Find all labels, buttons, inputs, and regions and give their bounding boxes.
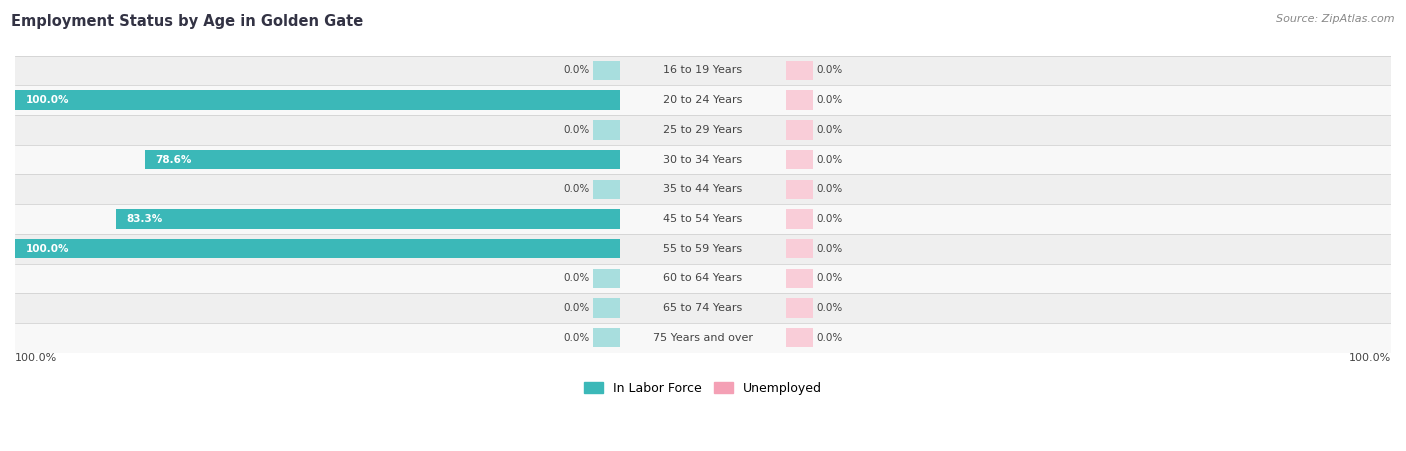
Text: 65 to 74 Years: 65 to 74 Years: [664, 303, 742, 313]
Text: 0.0%: 0.0%: [817, 184, 842, 194]
Text: 30 to 34 Years: 30 to 34 Years: [664, 155, 742, 165]
Text: Source: ZipAtlas.com: Source: ZipAtlas.com: [1277, 14, 1395, 23]
Text: Employment Status by Age in Golden Gate: Employment Status by Age in Golden Gate: [11, 14, 364, 28]
Bar: [15, 91, 620, 110]
Bar: [15, 85, 1391, 115]
Bar: [15, 145, 1391, 175]
Text: 75 Years and over: 75 Years and over: [652, 333, 754, 343]
Text: 55 to 59 Years: 55 to 59 Years: [664, 244, 742, 254]
Bar: [15, 234, 1391, 263]
Bar: [117, 209, 620, 229]
Text: 0.0%: 0.0%: [817, 65, 842, 75]
Bar: [145, 150, 620, 169]
Text: 0.0%: 0.0%: [817, 125, 842, 135]
Bar: [786, 269, 813, 288]
Bar: [593, 269, 620, 288]
Text: 0.0%: 0.0%: [817, 95, 842, 105]
Text: 0.0%: 0.0%: [564, 273, 589, 283]
Text: 78.6%: 78.6%: [155, 155, 191, 165]
Text: 0.0%: 0.0%: [817, 303, 842, 313]
Bar: [786, 209, 813, 229]
Text: 0.0%: 0.0%: [564, 125, 589, 135]
Text: 100.0%: 100.0%: [1348, 353, 1391, 363]
Text: 0.0%: 0.0%: [817, 214, 842, 224]
Bar: [786, 120, 813, 139]
Bar: [786, 91, 813, 110]
Bar: [15, 55, 1391, 85]
Bar: [786, 61, 813, 80]
Bar: [786, 299, 813, 318]
Bar: [786, 150, 813, 169]
Legend: In Labor Force, Unemployed: In Labor Force, Unemployed: [579, 377, 827, 400]
Text: 100.0%: 100.0%: [25, 95, 69, 105]
Text: 0.0%: 0.0%: [564, 333, 589, 343]
Text: 0.0%: 0.0%: [817, 155, 842, 165]
Bar: [15, 323, 1391, 353]
Bar: [15, 293, 1391, 323]
Bar: [15, 204, 1391, 234]
Bar: [786, 239, 813, 258]
Text: 100.0%: 100.0%: [15, 353, 58, 363]
Text: 0.0%: 0.0%: [564, 184, 589, 194]
Bar: [593, 179, 620, 199]
Bar: [593, 61, 620, 80]
Text: 25 to 29 Years: 25 to 29 Years: [664, 125, 742, 135]
Bar: [15, 115, 1391, 145]
Text: 83.3%: 83.3%: [127, 214, 163, 224]
Text: 100.0%: 100.0%: [25, 244, 69, 254]
Text: 0.0%: 0.0%: [817, 333, 842, 343]
Bar: [786, 179, 813, 199]
Bar: [593, 299, 620, 318]
Text: 35 to 44 Years: 35 to 44 Years: [664, 184, 742, 194]
Text: 60 to 64 Years: 60 to 64 Years: [664, 273, 742, 283]
Text: 0.0%: 0.0%: [817, 244, 842, 254]
Bar: [593, 328, 620, 347]
Bar: [15, 239, 620, 258]
Bar: [15, 263, 1391, 293]
Bar: [593, 120, 620, 139]
Text: 0.0%: 0.0%: [564, 65, 589, 75]
Text: 0.0%: 0.0%: [817, 273, 842, 283]
Bar: [786, 328, 813, 347]
Text: 16 to 19 Years: 16 to 19 Years: [664, 65, 742, 75]
Bar: [15, 175, 1391, 204]
Text: 20 to 24 Years: 20 to 24 Years: [664, 95, 742, 105]
Text: 0.0%: 0.0%: [564, 303, 589, 313]
Text: 45 to 54 Years: 45 to 54 Years: [664, 214, 742, 224]
